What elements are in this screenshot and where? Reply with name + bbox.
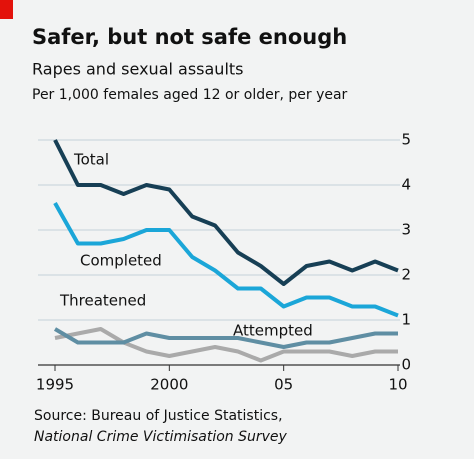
y-axis-label: Per 1,000 females aged 12 or older, per … [32,87,348,103]
x-tick-label: 05 [274,376,293,394]
y-tick-label: 3 [401,221,411,239]
series-label: Total [73,151,109,169]
y-tick-label: 5 [401,131,411,149]
y-tick-label: 2 [401,266,411,284]
series-label: Completed [80,252,162,270]
y-tick-label: 0 [401,356,411,374]
x-tick-label: 2000 [150,376,188,394]
series-line [53,202,399,318]
source: National Crime Victimisation Survey [34,429,288,445]
chart-subtitle: Rapes and sexual assaults [32,60,244,79]
y-tick-label: 4 [401,176,411,194]
series-line [54,327,398,363]
series-label: Attempted [233,322,313,340]
source: Source: Bureau of Justice Statistics, [34,408,283,424]
x-tick-label: 10 [388,376,407,394]
red-tag [0,0,13,19]
x-tick-label: 1995 [36,376,74,394]
series-line [53,139,399,286]
series-label: Threatened [59,292,146,310]
chart-title: Safer, but not safe enough [32,25,347,49]
y-tick-label: 1 [401,311,411,329]
series-line [53,327,398,349]
